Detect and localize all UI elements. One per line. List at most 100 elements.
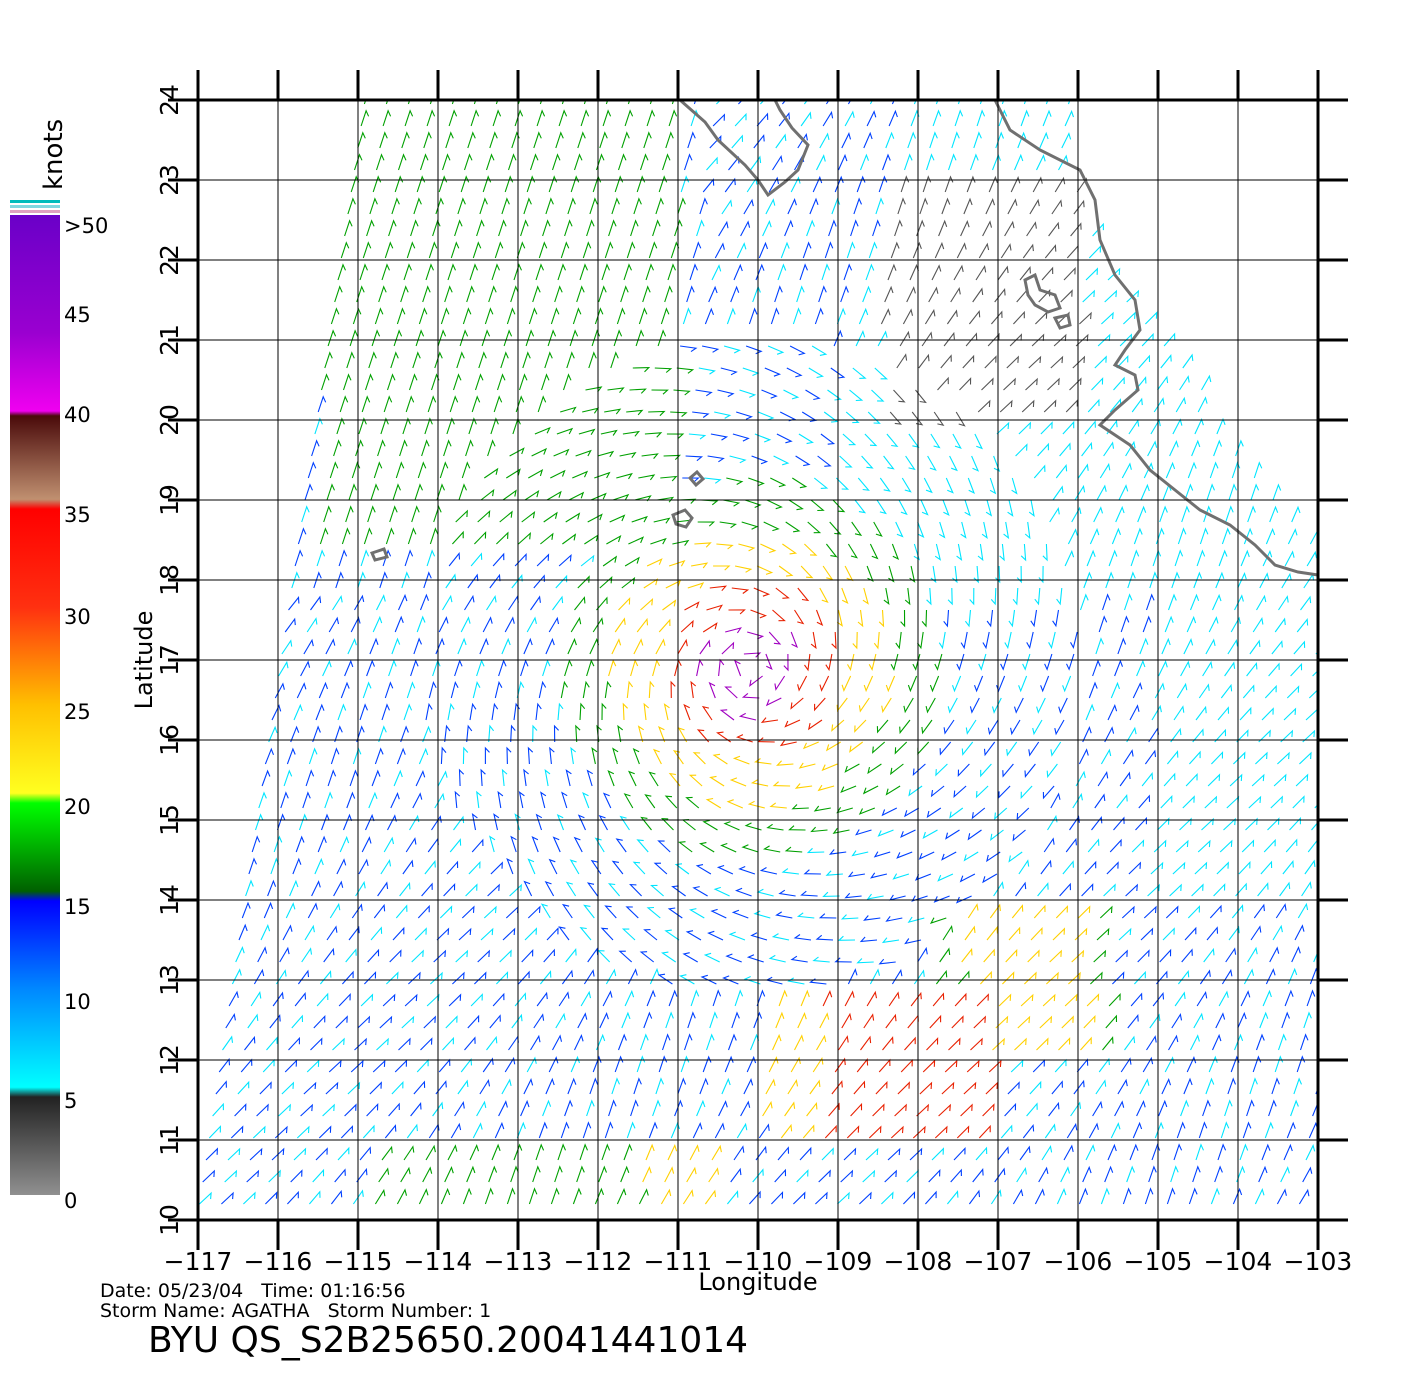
wind-barb <box>1110 681 1121 699</box>
wind-barb <box>765 653 773 671</box>
wind-barb <box>312 725 321 743</box>
wind-barb <box>382 993 396 1007</box>
wind-barb <box>774 285 783 303</box>
wind-barb <box>393 769 403 787</box>
wind-barb <box>860 1035 872 1051</box>
wind-barb <box>912 653 921 671</box>
wind-barb <box>583 969 595 985</box>
wind-barb <box>368 791 378 809</box>
wind-barb <box>358 858 369 875</box>
wind-barb <box>1053 333 1067 347</box>
wind-barb <box>1220 683 1233 699</box>
legend-tick-label: 45 <box>64 303 91 327</box>
wind-barb <box>1097 333 1111 347</box>
wind-barb <box>839 455 853 468</box>
wind-barb <box>716 100 722 105</box>
wind-barb <box>476 790 482 809</box>
wind-barb <box>425 702 433 721</box>
wind-barb <box>410 659 419 677</box>
wind-barb <box>625 906 639 919</box>
wind-barb <box>663 703 670 721</box>
wind-barb <box>1138 794 1151 809</box>
wind-barb <box>895 521 904 538</box>
wind-barb <box>961 947 973 963</box>
wind-barb <box>1073 199 1085 215</box>
wind-barb <box>856 1058 869 1073</box>
wind-barb <box>359 263 369 281</box>
lat-tick-label: 10 <box>155 1204 184 1236</box>
wind-barb <box>696 1099 706 1117</box>
wind-barb <box>1114 1100 1125 1117</box>
wind-barb <box>1076 1058 1089 1073</box>
wind-barb <box>1230 616 1241 633</box>
wind-barb <box>528 307 538 325</box>
wind-barb <box>756 112 769 127</box>
wind-barb <box>1048 1101 1060 1117</box>
wind-barb <box>1210 1187 1220 1205</box>
wind-barb <box>573 153 583 171</box>
wind-barb <box>545 1077 555 1095</box>
wind-barb <box>228 990 239 1007</box>
wind-barb <box>863 915 881 921</box>
wind-barb <box>401 1015 415 1029</box>
wind-barb <box>829 521 842 535</box>
wind-barb <box>1126 289 1140 303</box>
wind-barb <box>570 616 582 633</box>
wind-barb <box>527 858 536 875</box>
wind-barb <box>984 355 997 369</box>
wind-barb <box>532 285 541 303</box>
wind-barb <box>770 307 780 325</box>
wind-barb <box>733 1145 745 1161</box>
wind-barb <box>900 829 916 839</box>
wind-barb <box>645 1143 655 1161</box>
lon-tick-label: −103 <box>1284 1247 1353 1276</box>
wind-barb <box>718 658 725 677</box>
wind-barb <box>268 725 278 743</box>
wind-barb <box>1285 838 1298 853</box>
wind-barb <box>313 571 322 589</box>
wind-barb <box>852 631 858 650</box>
wind-barb <box>259 1081 272 1095</box>
wind-barb <box>682 307 692 325</box>
wind-barb <box>648 1121 658 1139</box>
wind-barb <box>1028 355 1042 369</box>
wind-barb <box>618 597 631 611</box>
wind-barb <box>1262 989 1272 1007</box>
wind-barb <box>1041 266 1054 281</box>
wind-barb <box>866 893 884 900</box>
wind-barb <box>1083 1014 1096 1029</box>
wind-barb <box>362 1124 375 1139</box>
wind-barb <box>810 826 828 833</box>
wind-barb <box>1231 904 1244 919</box>
wind-barb <box>759 867 778 875</box>
wind-barb <box>718 1100 728 1117</box>
wind-barb <box>834 1057 846 1073</box>
wind-barb <box>859 1191 872 1205</box>
wind-barb <box>933 411 945 427</box>
wind-barb <box>284 1059 298 1073</box>
wind-barb <box>617 1033 627 1051</box>
wind-barb <box>294 549 304 567</box>
wind-barb <box>397 593 408 611</box>
wind-barb <box>780 241 790 259</box>
wind-barb <box>816 1034 827 1051</box>
wind-barb <box>677 727 688 743</box>
wind-barb <box>916 1103 929 1117</box>
wind-barb <box>1050 792 1061 809</box>
wind-barb <box>655 197 664 215</box>
wind-barb <box>328 616 340 633</box>
wind-barb <box>1183 1077 1193 1095</box>
wind-barb <box>583 100 587 105</box>
wind-barb <box>368 351 377 369</box>
wind-barb <box>340 681 350 699</box>
wind-barb <box>497 790 504 809</box>
wind-barb <box>934 241 945 259</box>
wind-barb <box>1104 1165 1114 1183</box>
wind-barb <box>712 753 728 765</box>
wind-barb <box>822 565 834 581</box>
wind-barb <box>1051 199 1063 215</box>
wind-barb <box>543 948 555 963</box>
wind-barb <box>1152 991 1165 1007</box>
wind-barb <box>1084 860 1097 875</box>
wind-barb <box>734 887 752 897</box>
